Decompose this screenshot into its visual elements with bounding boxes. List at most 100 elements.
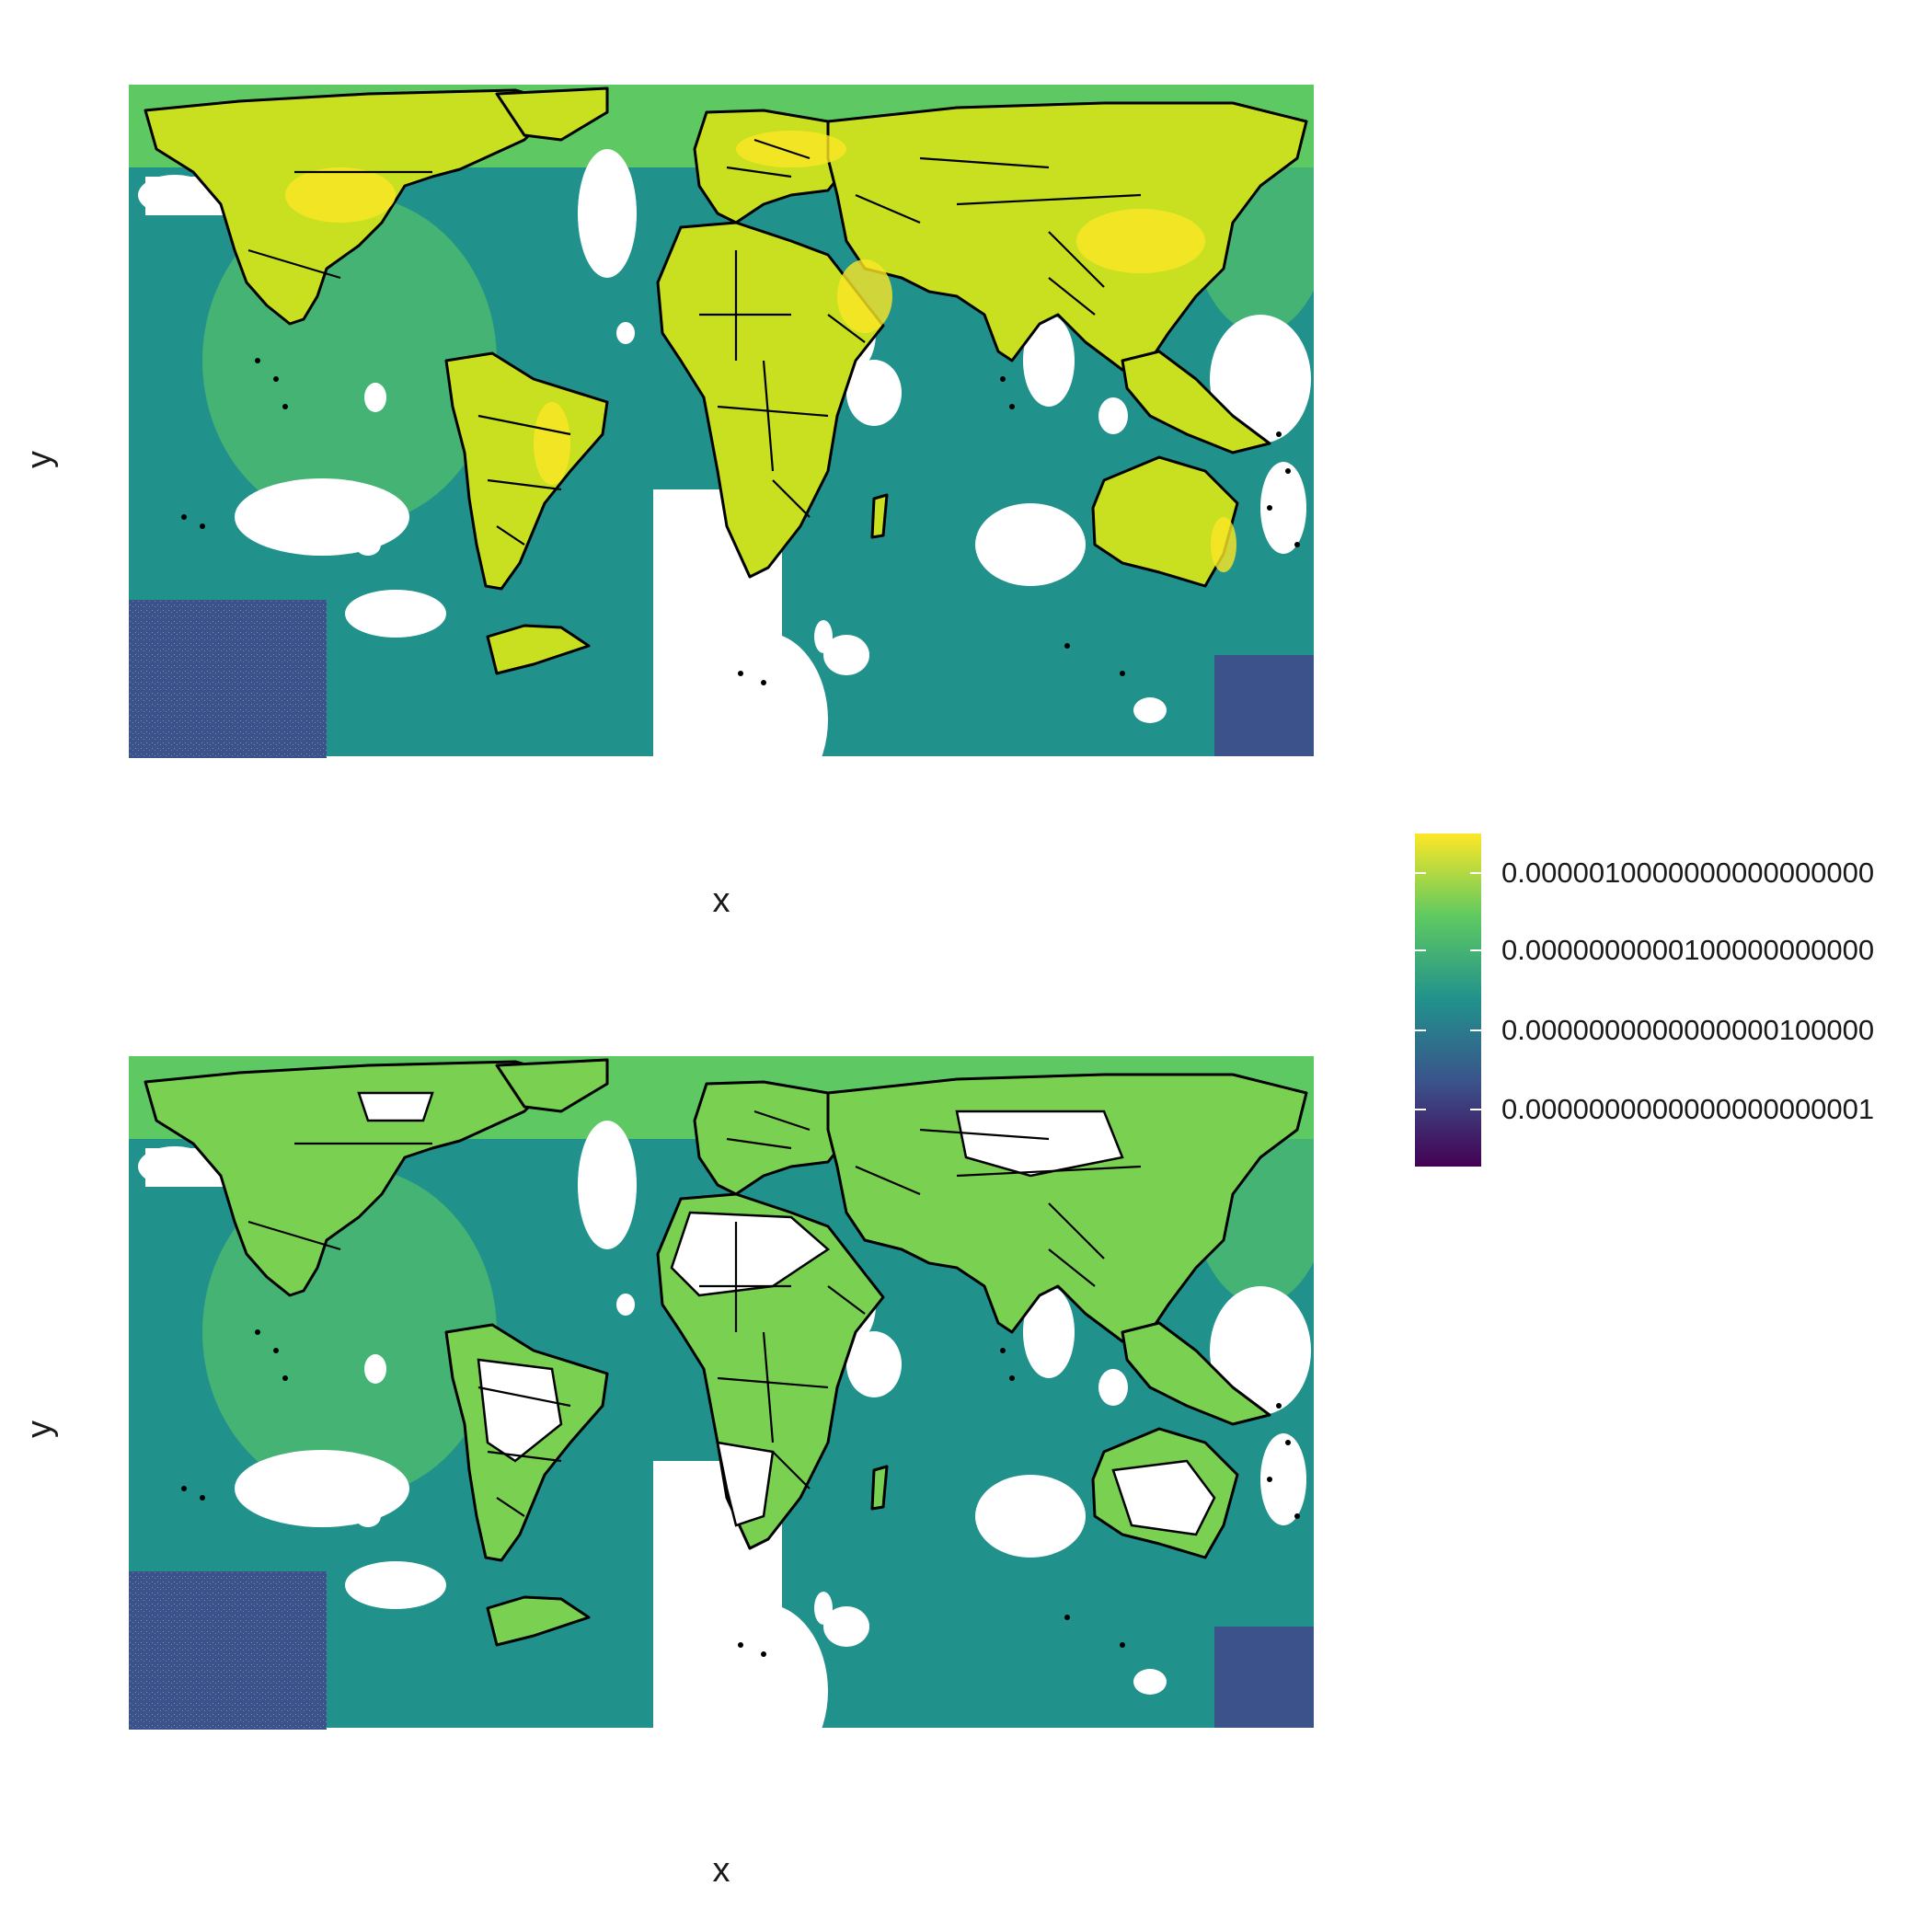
continent-asia bbox=[826, 1073, 1308, 1343]
island-dot bbox=[1276, 431, 1282, 437]
island-dot bbox=[1267, 1477, 1272, 1482]
nodata-land bbox=[357, 1091, 434, 1122]
island-dot bbox=[282, 1375, 288, 1381]
country-border bbox=[477, 414, 571, 436]
deep-ocean-block-east bbox=[1214, 1627, 1314, 1728]
nodata-land bbox=[716, 1441, 775, 1527]
island-dot bbox=[1120, 1642, 1125, 1648]
x-axis-label-top: x bbox=[712, 881, 730, 920]
nodata-blob bbox=[616, 1294, 635, 1316]
country-border bbox=[247, 248, 341, 280]
island-dot bbox=[761, 680, 766, 685]
island-dot bbox=[1009, 404, 1015, 409]
world-map-bottom bbox=[129, 1056, 1314, 1803]
country-border bbox=[772, 1451, 811, 1489]
continent-africa bbox=[656, 221, 885, 579]
continent-antarcticPeninsula bbox=[486, 1595, 591, 1647]
country-border bbox=[762, 360, 775, 472]
legend-tick bbox=[1470, 1109, 1481, 1111]
deep-ocean-noise bbox=[129, 600, 327, 761]
nodata-land bbox=[477, 1358, 563, 1463]
nodata-blob bbox=[355, 534, 381, 556]
island-dot bbox=[738, 671, 743, 676]
nodata-blob bbox=[1260, 1433, 1306, 1525]
map-panel-bottom bbox=[129, 1056, 1314, 1803]
nodata-blob bbox=[578, 149, 637, 278]
nodata-blob bbox=[823, 1606, 869, 1647]
high-value-area bbox=[534, 402, 570, 485]
legend-tick bbox=[1470, 872, 1481, 875]
legend-label: 0.0000010000000000000000 bbox=[1501, 857, 1875, 890]
continent-greenland bbox=[495, 1058, 609, 1113]
nodata-blob bbox=[1210, 1286, 1311, 1415]
island-dot bbox=[1009, 1375, 1015, 1381]
country-border bbox=[247, 1220, 341, 1251]
country-border bbox=[717, 405, 829, 418]
country-border bbox=[487, 1450, 562, 1463]
island-dot bbox=[1294, 542, 1300, 547]
nodata-blob bbox=[975, 503, 1086, 586]
island-dot bbox=[1267, 505, 1272, 511]
legend-tick bbox=[1470, 949, 1481, 951]
nodata-blob bbox=[1260, 462, 1306, 554]
country-border bbox=[753, 1110, 811, 1132]
nodata-blob bbox=[1098, 1369, 1128, 1406]
island-dot bbox=[1064, 643, 1070, 649]
x-axis-label-bottom: x bbox=[712, 1851, 730, 1890]
legend-tick bbox=[1415, 949, 1426, 951]
continent-antarcticPeninsula bbox=[486, 624, 591, 675]
map-panel-top bbox=[129, 85, 1314, 832]
nodata-blob bbox=[1023, 1286, 1075, 1378]
continent-australia bbox=[1091, 455, 1239, 588]
country-border bbox=[496, 525, 525, 546]
island-dot bbox=[1294, 1513, 1300, 1519]
island-dot bbox=[200, 523, 205, 529]
country-border bbox=[1048, 1202, 1105, 1259]
nodata-blob bbox=[578, 1121, 637, 1249]
nodata-blob bbox=[355, 1505, 381, 1527]
nodata-blob bbox=[345, 590, 446, 638]
country-border bbox=[487, 478, 562, 491]
country-border bbox=[956, 193, 1142, 206]
legend-colorbar bbox=[1415, 834, 1481, 1167]
country-border bbox=[717, 1376, 829, 1389]
nodata-blob bbox=[235, 478, 409, 556]
world-map-top bbox=[129, 85, 1314, 832]
country-border bbox=[726, 166, 792, 178]
country-border bbox=[1048, 1248, 1096, 1287]
nodata-blob bbox=[138, 1146, 212, 1187]
island-dot bbox=[1276, 1403, 1282, 1409]
island-dot bbox=[273, 1348, 279, 1353]
country-border bbox=[496, 1497, 525, 1517]
legend-label: 0.0000000000100000000000 bbox=[1501, 933, 1875, 966]
country-border bbox=[827, 314, 866, 343]
legend-tick bbox=[1415, 1029, 1426, 1031]
nodata-blob bbox=[975, 1475, 1086, 1558]
country-border bbox=[919, 156, 1050, 169]
nodata-blob bbox=[1133, 1669, 1167, 1695]
nodata-blob bbox=[235, 1450, 409, 1527]
y-axis-label-top: y bbox=[20, 451, 59, 468]
country-border bbox=[762, 1331, 775, 1443]
nodata-blob bbox=[846, 360, 902, 426]
nodata-blob bbox=[699, 632, 828, 807]
country-border bbox=[919, 1128, 1050, 1141]
island-dot bbox=[1285, 468, 1291, 474]
island-dot bbox=[1000, 376, 1006, 382]
continent-madagascar bbox=[870, 1465, 889, 1511]
country-border bbox=[956, 1165, 1142, 1178]
island-dot bbox=[181, 1486, 187, 1491]
high-value-area bbox=[837, 259, 892, 333]
island-dot bbox=[181, 514, 187, 520]
deep-ocean-noise bbox=[129, 1571, 327, 1732]
country-border bbox=[477, 1386, 571, 1408]
continent-seAsia bbox=[1121, 1321, 1271, 1426]
legend-label: 0.0000000000000000100000 bbox=[1501, 1013, 1875, 1046]
nodata-land bbox=[1111, 1459, 1216, 1536]
nodata-blob bbox=[364, 1354, 386, 1384]
country-border bbox=[827, 1285, 866, 1315]
island-dot bbox=[738, 1642, 743, 1648]
country-border bbox=[855, 1165, 921, 1196]
island-dot bbox=[255, 358, 260, 363]
legend-tick bbox=[1470, 1029, 1481, 1031]
